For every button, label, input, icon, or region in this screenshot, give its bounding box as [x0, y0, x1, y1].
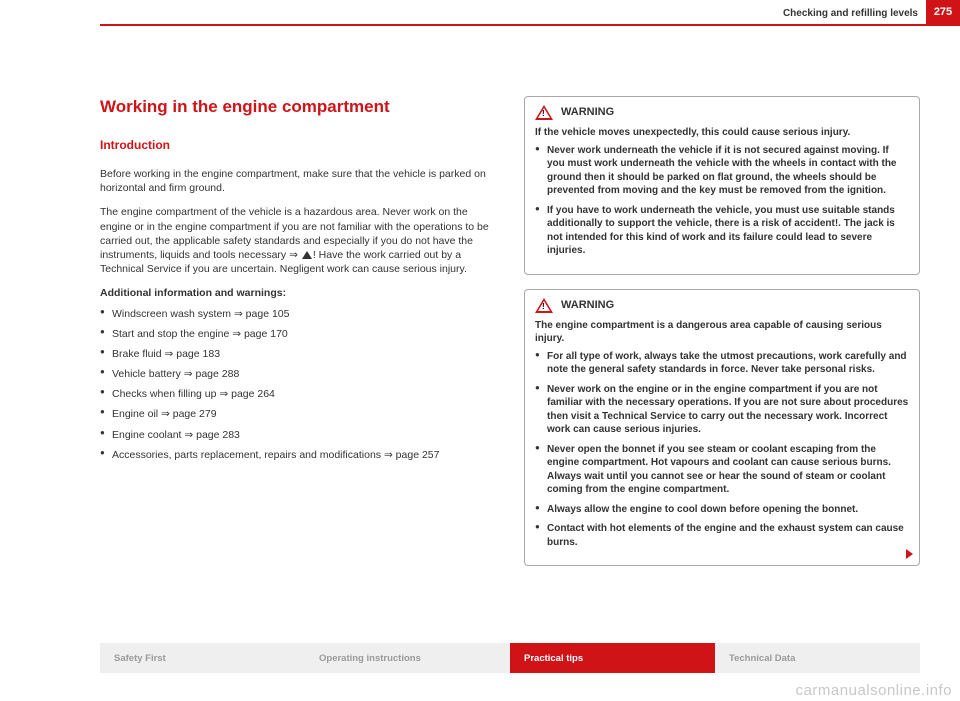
footer-tab-operating[interactable]: Operating instructions — [305, 643, 510, 673]
warning-item: Never open the bonnet if you see steam o… — [535, 443, 909, 497]
cross-ref-item: Windscreen wash system ⇒ page 105 — [100, 307, 496, 321]
page-number-tab: 275 — [926, 0, 960, 24]
page-subheading: Introduction — [100, 137, 496, 153]
warning-title: WARNING — [561, 298, 614, 313]
cross-ref-item: Accessories, parts replacement, repairs … — [100, 448, 496, 462]
warning-intro: If the vehicle moves unexpectedly, this … — [535, 126, 909, 140]
warning-item: Never work underneath the vehicle if it … — [535, 144, 909, 198]
inline-warning-icon — [302, 251, 312, 259]
intro-para-1: Before working in the engine compartment… — [100, 167, 496, 195]
footer-nav: Safety First Operating instructions Prac… — [100, 643, 920, 673]
warning-triangle-icon: ! — [535, 105, 553, 120]
warning-intro: The engine compartment is a dangerous ar… — [535, 319, 909, 346]
warning-item: Never work on the engine or in the engin… — [535, 383, 909, 437]
footer-tab-technical[interactable]: Technical Data — [715, 643, 920, 673]
additional-info-heading: Additional information and warnings: — [100, 286, 496, 300]
warning-title: WARNING — [561, 105, 614, 120]
cross-reference-list: Windscreen wash system ⇒ page 105 Start … — [100, 307, 496, 462]
intro-para-2: The engine compartment of the vehicle is… — [100, 205, 496, 276]
warning-head: ! WARNING — [535, 298, 909, 313]
warning-item: Always allow the engine to cool down bef… — [535, 503, 909, 517]
footer-tab-practical[interactable]: Practical tips — [510, 643, 715, 673]
cross-ref-item: Engine oil ⇒ page 279 — [100, 407, 496, 421]
section-title: Checking and refilling levels — [783, 8, 918, 19]
warning-box-2: ! WARNING The engine compartment is a da… — [524, 289, 920, 567]
warning-item: If you have to work underneath the vehic… — [535, 204, 909, 258]
warning-head: ! WARNING — [535, 105, 909, 120]
content-area: Working in the engine compartment Introd… — [100, 96, 920, 621]
cross-ref-item: Vehicle battery ⇒ page 288 — [100, 367, 496, 381]
continue-arrow-icon — [906, 549, 913, 559]
warning-list: Never work underneath the vehicle if it … — [535, 144, 909, 258]
left-column: Working in the engine compartment Introd… — [100, 96, 496, 621]
warning-item: Contact with hot elements of the engine … — [535, 522, 909, 549]
cross-ref-item: Start and stop the engine ⇒ page 170 — [100, 327, 496, 341]
cross-ref-item: Brake fluid ⇒ page 183 — [100, 347, 496, 361]
page-heading: Working in the engine compartment — [100, 96, 496, 119]
header-rule — [100, 24, 960, 26]
watermark: carmanualsonline.info — [796, 682, 952, 699]
warning-list: For all type of work, always take the ut… — [535, 350, 909, 550]
footer-tab-safety[interactable]: Safety First — [100, 643, 305, 673]
right-column: ! WARNING If the vehicle moves unexpecte… — [524, 96, 920, 621]
warning-item: For all type of work, always take the ut… — [535, 350, 909, 377]
warning-box-1: ! WARNING If the vehicle moves unexpecte… — [524, 96, 920, 275]
warning-triangle-icon: ! — [535, 298, 553, 313]
cross-ref-item: Checks when filling up ⇒ page 264 — [100, 387, 496, 401]
cross-ref-item: Engine coolant ⇒ page 283 — [100, 428, 496, 442]
